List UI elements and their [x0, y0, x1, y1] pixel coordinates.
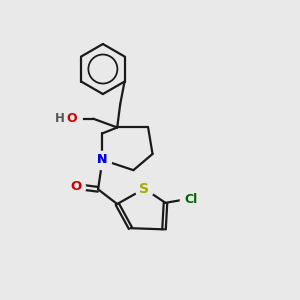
- Text: O: O: [70, 181, 82, 194]
- Text: S: S: [139, 182, 149, 196]
- Text: Cl: Cl: [184, 194, 197, 206]
- Text: N: N: [97, 153, 108, 167]
- Text: N: N: [97, 153, 108, 167]
- Text: H: H: [55, 112, 64, 125]
- Text: O: O: [67, 112, 77, 125]
